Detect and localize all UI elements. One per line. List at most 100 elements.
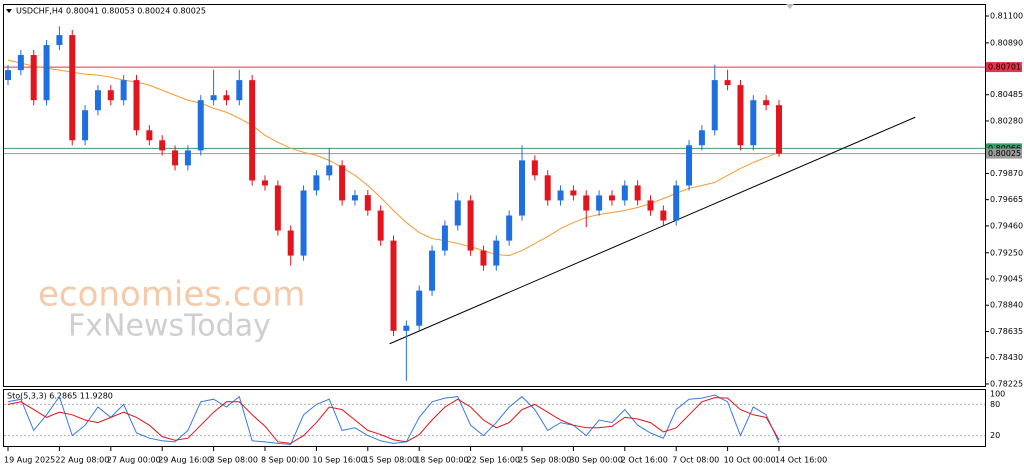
candle-body	[262, 180, 268, 186]
candle-body	[493, 240, 500, 266]
x-tick-label: 15 Sep 08:00	[364, 456, 417, 465]
candle-body	[82, 110, 89, 141]
candle-body	[172, 150, 179, 166]
price-panel	[3, 4, 986, 387]
candle-body	[570, 190, 577, 196]
candle-body	[351, 195, 358, 201]
candle-body	[236, 80, 243, 101]
x-tick-label: 10 Oct 00:00	[724, 456, 776, 465]
price-level-tag	[986, 148, 1022, 159]
y-tick-label: 0.78635	[990, 327, 1023, 336]
y-tick-label: 0.80485	[990, 90, 1023, 99]
y-tick-label: 0.80280	[990, 116, 1023, 125]
candle-body	[107, 90, 114, 101]
candle-body	[313, 175, 320, 191]
candle-body	[776, 105, 782, 154]
y-tick-label: 0.79460	[990, 221, 1023, 230]
candle-body	[274, 185, 281, 231]
candle-body	[480, 250, 487, 266]
candle-body	[531, 160, 538, 176]
candle-body	[660, 210, 667, 221]
candle-body	[506, 215, 513, 241]
candle-body	[5, 70, 11, 80]
osc-tick-label: 20	[990, 431, 1000, 440]
candle-body	[56, 35, 63, 46]
x-tick-label: 29 Aug 16:00	[158, 456, 212, 465]
candle-body	[30, 55, 37, 101]
candle-body	[608, 195, 615, 201]
candle-body	[17, 55, 24, 71]
y-tick-label: 0.81100	[990, 12, 1023, 21]
candle-body	[249, 80, 256, 181]
candle-body	[159, 140, 166, 151]
x-tick-label: 30 Sep 00:00	[569, 456, 622, 465]
x-tick-label: 3 Sep 08:00	[210, 456, 258, 465]
x-tick-label: 18 Sep 00:00	[415, 456, 468, 465]
candle-body	[621, 185, 628, 201]
x-tick-label: 25 Sep 08:00	[518, 456, 571, 465]
y-tick-label: 0.79665	[990, 195, 1023, 204]
watermark: economies.com	[38, 275, 305, 315]
candle-body	[519, 160, 525, 216]
y-tick-label: 0.79045	[990, 275, 1023, 284]
x-tick-label: 27 Aug 00:00	[107, 456, 161, 465]
y-tick-label: 0.78430	[990, 353, 1023, 362]
candle-body	[441, 225, 448, 251]
quote: 0.80041 0.80053 0.80024 0.80025	[66, 7, 206, 16]
symbol: USDCHF,H4	[16, 7, 63, 16]
price-level-tag	[986, 62, 1022, 73]
candle-body	[634, 185, 641, 201]
candle-body	[339, 165, 346, 201]
x-tick-label: 14 Oct 16:00	[775, 456, 827, 465]
candle-body	[43, 45, 50, 101]
candle-body	[300, 190, 307, 256]
osc-line	[7, 397, 780, 444]
candle-body	[120, 80, 127, 101]
y-tick-label: 0.80890	[990, 38, 1023, 47]
osc-line	[7, 394, 780, 445]
osc-tick-label: 80	[990, 400, 1000, 409]
x-tick-label: 10 Sep 16:00	[312, 456, 365, 465]
candle-body	[210, 95, 217, 101]
candle-body	[467, 200, 474, 251]
x-tick-label: 22 Aug 08:00	[55, 456, 109, 465]
price-level-label: 0.80066	[988, 144, 1021, 153]
x-tick-label: 2 Oct 16:00	[621, 456, 668, 465]
candle-body	[673, 185, 680, 221]
candle-body	[184, 150, 191, 166]
candle-body	[287, 230, 294, 256]
x-tick-label: 8 Sep 00:00	[261, 456, 309, 465]
trendline	[389, 116, 916, 345]
candle-body	[711, 80, 718, 131]
candle-body	[724, 80, 731, 86]
y-tick-label: 0.78840	[990, 301, 1023, 310]
watermark: FxNewsToday	[68, 309, 271, 344]
oscillator-label: Sto(5,3,3) 6.2865 11.9280	[7, 392, 113, 401]
candle-body	[557, 190, 564, 201]
candle-body	[133, 80, 140, 131]
candle-body	[686, 145, 693, 186]
y-tick-label: 0.79870	[990, 169, 1023, 178]
candle-body	[146, 130, 153, 141]
x-tick-label: 22 Sep 16:00	[467, 456, 520, 465]
x-tick-label: 7 Oct 08:00	[672, 456, 719, 465]
candle-body	[596, 195, 603, 211]
candle-body	[416, 290, 423, 326]
candle-body	[326, 165, 333, 176]
price-level-tag	[986, 143, 1022, 154]
y-tick-label: 0.79250	[990, 248, 1023, 257]
candle-body	[454, 200, 461, 226]
candle-body	[403, 325, 410, 331]
osc-tick-label: 100	[990, 390, 1005, 399]
price-level-label: 0.80701	[988, 63, 1021, 72]
menu-arrow[interactable]	[6, 9, 12, 13]
candle-body	[197, 100, 204, 151]
candle-body	[647, 200, 654, 211]
x-tick-label: 19 Aug 2025	[4, 456, 55, 465]
shift-marker	[786, 4, 794, 9]
candle-body	[750, 100, 757, 146]
candle-body	[429, 250, 436, 291]
candle-body	[390, 240, 397, 331]
candle-body	[69, 35, 76, 141]
